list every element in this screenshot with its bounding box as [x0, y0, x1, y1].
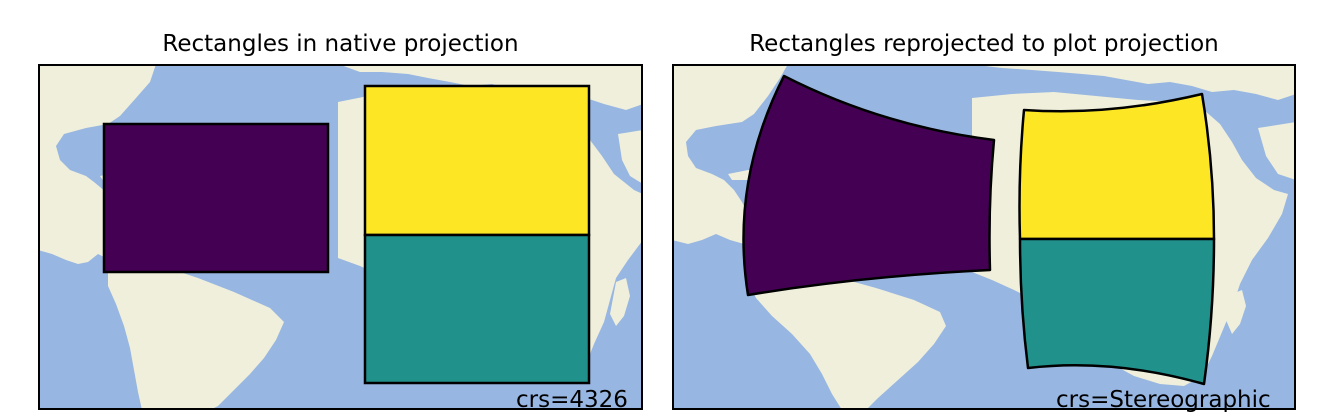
arabian-peninsula	[618, 130, 643, 184]
yellow-reprojected-shape	[1018, 92, 1216, 241]
purple-reprojected-shape	[742, 74, 996, 297]
europe-landmass	[968, 64, 1296, 100]
south-america-landmass	[746, 268, 946, 410]
crs-label-reprojected: crs=Stereographic	[1056, 387, 1271, 413]
map-native-projection	[38, 64, 643, 410]
crs-label-native: crs=4326	[516, 387, 628, 413]
purple-rectangle	[102, 122, 330, 274]
north-america-landmass	[672, 64, 788, 244]
north-america-landmass	[38, 64, 156, 264]
teal-rectangle	[363, 233, 591, 385]
panel-title-native: Rectangles in native projection	[162, 31, 519, 57]
map-reprojected	[672, 64, 1296, 410]
yellow-rectangle	[363, 84, 591, 237]
map-frame	[672, 64, 1296, 410]
panel-title-reprojected: Rectangles reprojected to plot projectio…	[749, 31, 1219, 57]
south-america-landmass	[108, 262, 284, 410]
madagascar-island	[610, 278, 630, 326]
madagascar-island	[1226, 290, 1246, 334]
teal-reprojected-shape	[1018, 237, 1216, 386]
arabian-peninsula	[1258, 122, 1296, 180]
map-frame	[38, 64, 643, 410]
